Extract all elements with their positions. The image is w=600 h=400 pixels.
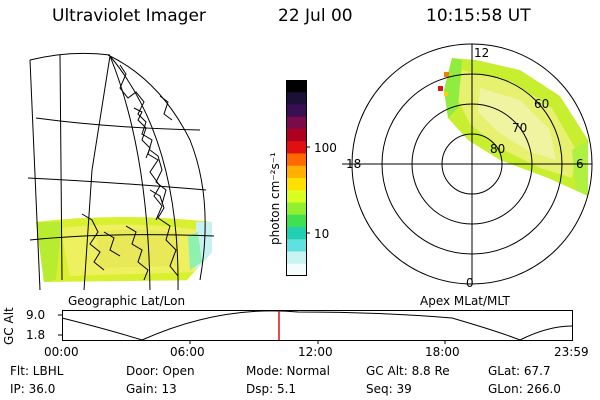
timeline-xlabel-0000: 00:00: [44, 345, 79, 359]
mlt-label-0: 0: [466, 276, 474, 290]
colorbar-band: [286, 214, 307, 228]
ip-info: IP: 36.0: [10, 382, 56, 396]
mlat-label-70: 70: [512, 121, 528, 135]
gc-alt-info: GC Alt: 8.8 Re: [366, 364, 450, 378]
polar-panel-label: Apex MLat/MLT: [420, 294, 510, 308]
geographic-panel-label: Geographic Lat/Lon: [68, 294, 186, 308]
timeline-xlabel-0600: 06:00: [170, 345, 205, 359]
dsp-info: Dsp: 5.1: [246, 382, 297, 396]
timeline-xlabel-1800: 18:00: [425, 345, 460, 359]
observation-time: 10:15:58 UT: [426, 6, 531, 26]
colorbar-label-10: 10: [314, 227, 330, 241]
observation-date: 22 Jul 00: [278, 6, 353, 26]
colorbar-band: [286, 227, 307, 240]
timeline-xlabel-1200: 12:00: [298, 345, 333, 359]
mlt-label-12: 12: [474, 46, 490, 60]
colorbar-label-100: 100: [314, 141, 337, 155]
mlat-label-60: 60: [534, 97, 550, 111]
colorbar-unit-label: photon cm⁻²s⁻¹: [268, 152, 282, 245]
colorbar-band: [286, 190, 307, 203]
colorbar-band: [286, 116, 307, 130]
filter-info: Flt: LBHL: [10, 364, 64, 378]
timeline-axis-title: GC Alt: [2, 307, 16, 345]
glat-info: GLat: 67.7: [488, 364, 551, 378]
colorbar-band: [286, 92, 307, 105]
timeline-ylabel-1-8: 1.8: [26, 328, 46, 342]
door-info: Door: Open: [126, 364, 195, 378]
colorbar-band: [286, 129, 307, 142]
timeline-xlabel-2359: 23:59: [554, 345, 589, 359]
seq-info: Seq: 39: [366, 382, 412, 396]
colorbar-band: [286, 263, 307, 277]
colorbar-band: [286, 178, 307, 191]
gain-info: Gain: 13: [126, 382, 177, 396]
colorbar-band: [286, 80, 307, 93]
colorbar-band: [286, 202, 307, 216]
colorbar: [286, 80, 310, 277]
glon-info: GLon: 266.0: [488, 382, 561, 396]
mlt-label-18: 18: [346, 157, 362, 171]
colorbar-band: [286, 141, 307, 154]
colorbar-band: [286, 153, 307, 167]
colorbar-band: [286, 239, 307, 252]
mode-info: Mode: Normal: [246, 364, 330, 378]
instrument-title: Ultraviolet Imager: [52, 6, 206, 26]
mlat-label-80: 80: [490, 142, 506, 156]
colorbar-band: [286, 104, 307, 118]
mlt-label-6: 6: [576, 157, 584, 171]
colorbar-band: [286, 251, 307, 265]
colorbar-band: [286, 165, 307, 179]
timeline-ylabel-9: 9.0: [26, 308, 46, 322]
